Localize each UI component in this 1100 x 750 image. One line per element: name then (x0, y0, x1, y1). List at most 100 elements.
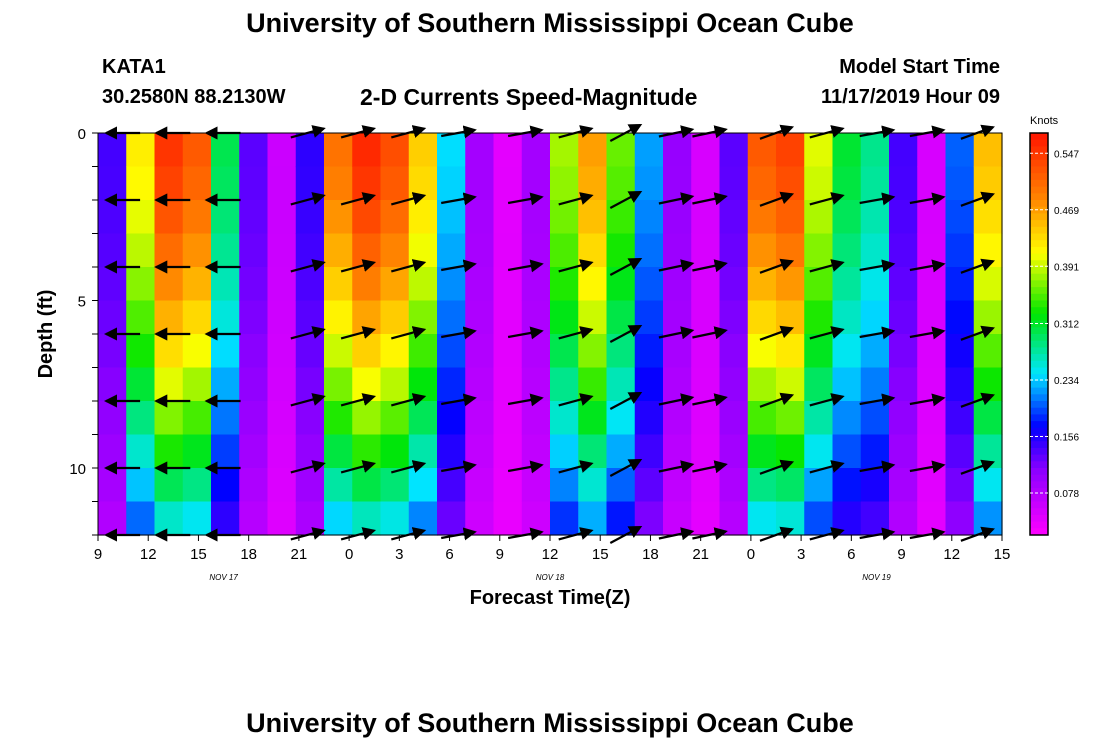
heat-cell (945, 468, 975, 503)
heat-cell (719, 233, 749, 268)
heat-cell (606, 434, 636, 469)
current-vector-arrow (391, 326, 427, 340)
model-start-value: 11/17/2019 Hour 09 (820, 86, 1000, 108)
heat-cell (832, 267, 862, 302)
heat-cell (860, 401, 890, 436)
station-id: KATA1 (102, 56, 166, 78)
heat-cell (126, 501, 156, 536)
heat-cell (295, 401, 325, 436)
heat-cell (493, 300, 523, 335)
colorbar-segment (1030, 307, 1048, 315)
heat-cell (126, 434, 156, 469)
heat-cell (578, 300, 608, 335)
heat-cell (437, 501, 466, 536)
colorbar-segment (1030, 521, 1048, 529)
current-vector-arrow (859, 460, 896, 474)
current-vector-arrow (692, 393, 728, 407)
heat-cell (408, 401, 438, 436)
heat-cell (267, 200, 297, 235)
heat-cell (211, 200, 240, 235)
y-tick-label: 10 (69, 461, 86, 478)
colorbar-tick-label: 0.391 (1054, 262, 1079, 273)
heat-cell (804, 133, 834, 168)
heat-cell (493, 233, 523, 268)
heat-cell (550, 401, 579, 436)
x-tick-label: 21 (291, 546, 308, 563)
current-vector-arrow (658, 259, 695, 273)
heat-cell (719, 334, 749, 369)
heat-cell (719, 133, 749, 168)
colorbar-segment (1030, 414, 1048, 422)
x-tick-label: 12 (542, 546, 559, 563)
heat-cell (324, 434, 353, 469)
current-vector-arrow (558, 393, 594, 407)
colorbar-segment (1030, 193, 1048, 201)
heat-cell (380, 267, 410, 302)
heat-cell (98, 401, 127, 436)
heat-cell (973, 401, 1003, 436)
current-vector-arrow (809, 460, 845, 474)
y-tick-label: 0 (78, 126, 86, 143)
current-vector-arrow (290, 460, 326, 474)
heat-cell (776, 267, 805, 302)
heat-cell (719, 468, 749, 503)
heat-cell (889, 200, 918, 235)
current-vector-arrow (960, 191, 995, 207)
heat-cell (211, 367, 240, 402)
heat-cell (832, 468, 862, 503)
current-vector-arrow (290, 326, 326, 340)
colorbar-segment (1030, 441, 1048, 449)
heat-cell (98, 133, 127, 168)
heat-cell (352, 367, 382, 402)
heat-cell (126, 133, 156, 168)
heat-cell (889, 267, 918, 302)
heat-cell (267, 334, 297, 369)
date-label: NOV 18 (536, 573, 565, 582)
heat-cell (945, 434, 975, 469)
colorbar-segment (1030, 179, 1048, 188)
colorbar-tick-label: 0.547 (1054, 149, 1079, 160)
colorbar-segment (1030, 146, 1048, 154)
heat-cell (465, 267, 495, 302)
x-tick-label: 3 (395, 546, 403, 563)
heat-cell (550, 200, 579, 235)
heat-cell (691, 468, 721, 503)
heat-cell (634, 200, 664, 235)
colorbar-segment (1030, 246, 1048, 255)
current-vector-arrow (290, 393, 326, 407)
heat-cell (239, 468, 269, 503)
heat-cell (437, 267, 466, 302)
heat-cell (917, 401, 947, 436)
heat-cell (719, 166, 749, 201)
heat-cell (973, 267, 1003, 302)
heat-cell (804, 367, 834, 402)
current-vector-arrow (692, 326, 728, 340)
heat-cell (917, 166, 947, 201)
current-vector-arrow (340, 192, 377, 206)
heat-cell (804, 434, 834, 469)
heat-cell (437, 334, 466, 369)
current-vector-arrow (960, 258, 995, 274)
heat-cell (239, 434, 269, 469)
heat-cell (267, 300, 297, 335)
x-tick-label: 12 (140, 546, 157, 563)
heat-cell (267, 166, 297, 201)
heat-cell (324, 334, 353, 369)
heat-cell (182, 401, 212, 436)
colorbar-unit: Knots (1030, 115, 1059, 127)
colorbar-segment (1030, 220, 1048, 228)
heat-cell (550, 501, 579, 536)
heat-cell (606, 501, 636, 536)
heat-cell (776, 200, 805, 235)
heat-cell (493, 133, 523, 168)
heat-cell (154, 367, 184, 402)
heat-cell (211, 401, 240, 436)
colorbar-segment (1030, 380, 1048, 389)
colorbar-segment (1030, 528, 1048, 536)
heat-cell (324, 401, 353, 436)
colorbar-segment (1030, 374, 1048, 382)
current-vector-arrow (809, 192, 845, 206)
heat-cell (154, 300, 184, 335)
heat-cell (776, 133, 805, 168)
heat-cell (691, 434, 721, 469)
